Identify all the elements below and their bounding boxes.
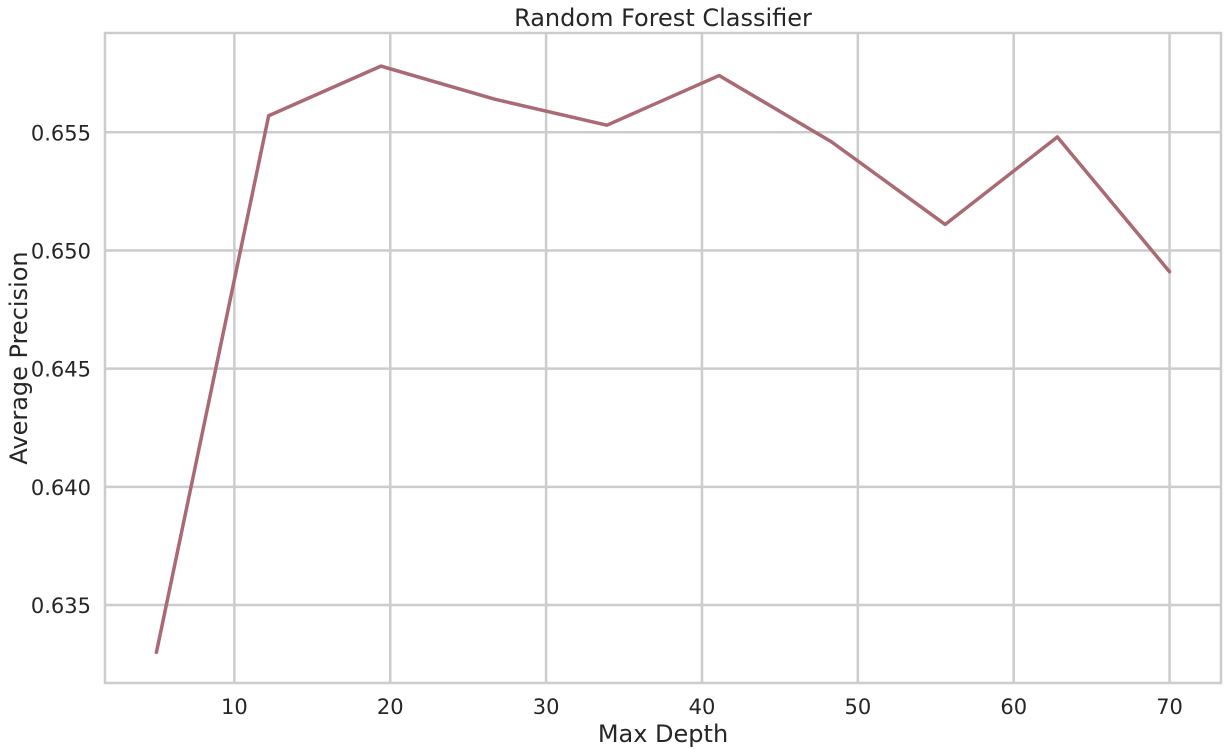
x-tick-labels: 10 20 30 40 50 60 70 xyxy=(221,695,1183,719)
y-tick-label: 0.655 xyxy=(31,121,91,145)
y-axis-label: Average Precision xyxy=(5,251,33,464)
y-tick-label: 0.645 xyxy=(31,358,91,382)
x-axis-label: Max Depth xyxy=(598,720,728,748)
data-point xyxy=(829,140,833,144)
series-line xyxy=(154,64,1172,655)
y-tick-label: 0.640 xyxy=(31,476,91,500)
data-point xyxy=(605,123,609,127)
plot-area xyxy=(103,31,1223,685)
data-point xyxy=(1055,135,1059,139)
data-point xyxy=(154,650,158,654)
x-tick-label: 50 xyxy=(844,695,871,719)
data-point xyxy=(717,74,721,78)
series-layer xyxy=(154,64,1172,655)
data-point xyxy=(379,64,383,68)
y-tick-label: 0.635 xyxy=(31,594,91,618)
data-point xyxy=(493,97,497,101)
x-tick-label: 20 xyxy=(377,695,404,719)
data-point xyxy=(943,222,947,226)
data-point xyxy=(1168,270,1172,274)
x-tick-label: 40 xyxy=(689,695,716,719)
chart-title: Random Forest Classifier xyxy=(514,4,812,32)
y-tick-labels: 0.635 0.640 0.645 0.650 0.655 xyxy=(31,121,91,618)
data-point xyxy=(267,114,271,118)
y-tick-label: 0.650 xyxy=(31,239,91,263)
grid xyxy=(105,33,1221,683)
x-tick-label: 70 xyxy=(1156,695,1183,719)
x-tick-label: 30 xyxy=(533,695,560,719)
x-tick-label: 60 xyxy=(1000,695,1027,719)
x-tick-label: 10 xyxy=(221,695,248,719)
